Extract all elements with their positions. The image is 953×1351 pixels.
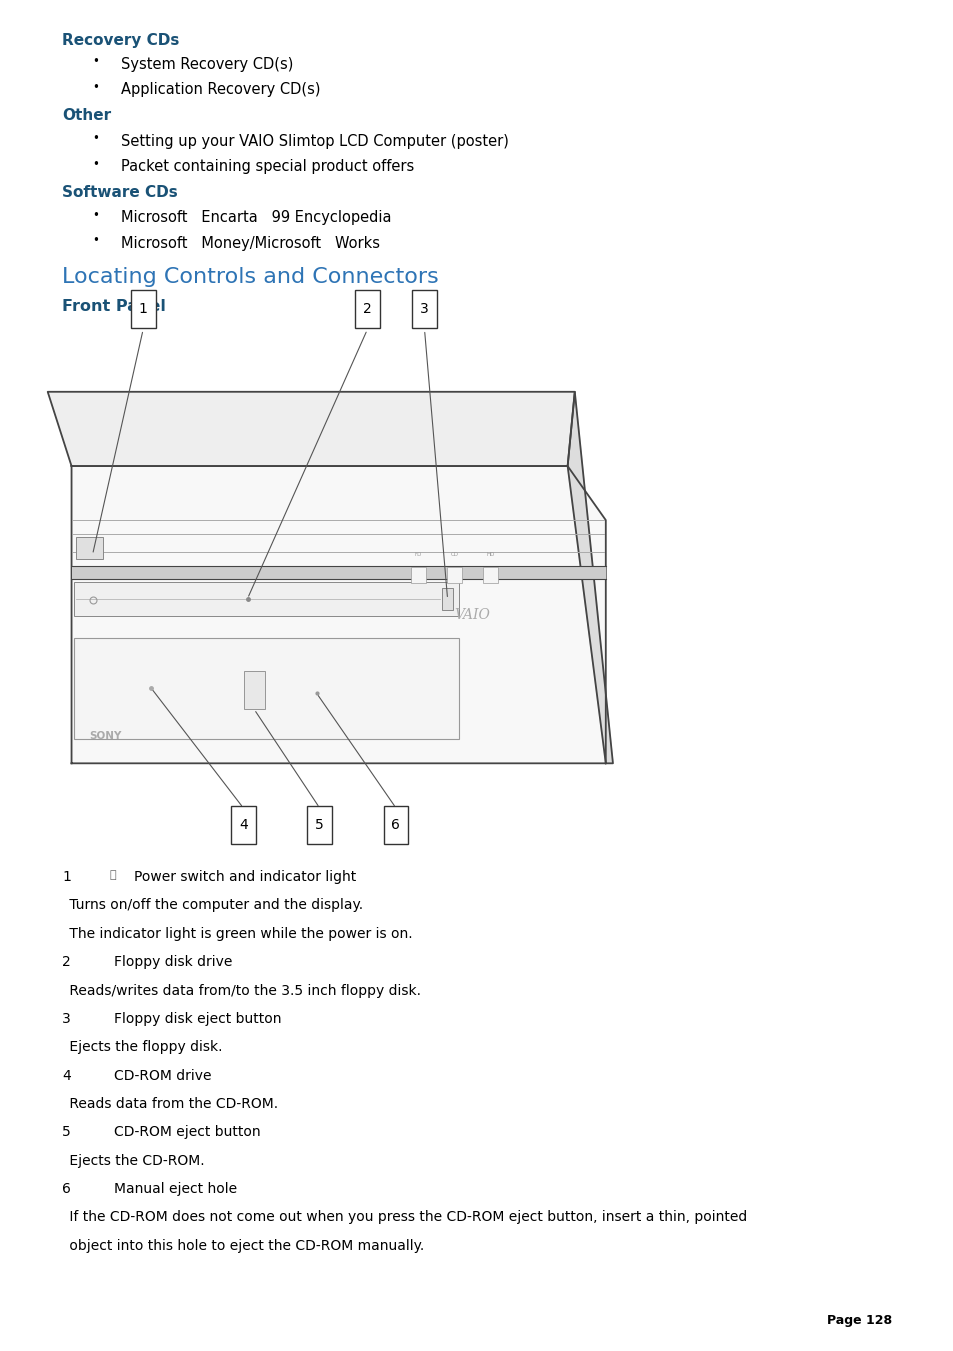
Text: 5: 5: [62, 1125, 71, 1139]
Text: Reads/writes data from/to the 3.5 inch floppy disk.: Reads/writes data from/to the 3.5 inch f…: [65, 984, 420, 997]
Text: •: •: [92, 132, 99, 146]
Bar: [74, 638, 458, 739]
Text: Turns on/off the computer and the display.: Turns on/off the computer and the displa…: [65, 898, 363, 912]
Bar: [71, 566, 605, 580]
Text: 1: 1: [138, 303, 148, 316]
Bar: [355, 289, 379, 328]
Text: Floppy disk drive: Floppy disk drive: [114, 955, 233, 969]
Text: 3: 3: [419, 303, 429, 316]
Bar: [76, 538, 103, 559]
Text: HD: HD: [486, 553, 495, 558]
Text: Recovery CDs: Recovery CDs: [62, 34, 179, 49]
Text: 4: 4: [238, 819, 248, 832]
Text: Other: Other: [62, 108, 111, 123]
Polygon shape: [71, 466, 605, 763]
Text: The indicator light is green while the power is on.: The indicator light is green while the p…: [65, 927, 412, 940]
Text: Floppy disk eject button: Floppy disk eject button: [114, 1012, 282, 1025]
Polygon shape: [567, 392, 612, 763]
Text: 2: 2: [62, 955, 71, 969]
Text: 3: 3: [62, 1012, 71, 1025]
Text: Manual eject hole: Manual eject hole: [114, 1182, 237, 1196]
Text: Power switch and indicator light: Power switch and indicator light: [133, 870, 355, 884]
Text: Ejects the floppy disk.: Ejects the floppy disk.: [65, 1040, 222, 1054]
Text: If the CD-ROM does not come out when you press the CD-ROM eject button, insert a: If the CD-ROM does not come out when you…: [65, 1210, 746, 1224]
Bar: [74, 582, 458, 616]
Bar: [383, 805, 408, 844]
Text: •: •: [92, 81, 99, 95]
Bar: [231, 805, 255, 844]
Text: 6: 6: [62, 1182, 71, 1196]
Bar: [307, 805, 332, 844]
Bar: [243, 671, 264, 709]
Bar: [410, 567, 425, 584]
Text: System Recovery CD(s): System Recovery CD(s): [121, 57, 294, 72]
Polygon shape: [48, 392, 574, 466]
Text: Microsoft   Encarta   99 Encyclopedia: Microsoft Encarta 99 Encyclopedia: [121, 211, 392, 226]
Text: 2: 2: [362, 303, 372, 316]
Text: ⏻: ⏻: [110, 870, 116, 880]
Text: •: •: [92, 55, 99, 69]
Text: Front Panel: Front Panel: [62, 299, 166, 313]
Text: Setting up your VAIO Slimtop LCD Computer (poster): Setting up your VAIO Slimtop LCD Compute…: [121, 134, 509, 149]
Bar: [131, 289, 155, 328]
Text: 4: 4: [62, 1069, 71, 1082]
Text: 1: 1: [62, 870, 71, 884]
Text: •: •: [92, 158, 99, 172]
Text: SONY: SONY: [89, 731, 121, 742]
Text: Page 128: Page 128: [826, 1313, 891, 1327]
Text: CD: CD: [450, 553, 458, 558]
Bar: [441, 589, 453, 611]
Text: CD-ROM drive: CD-ROM drive: [114, 1069, 212, 1082]
Text: Packet containing special product offers: Packet containing special product offers: [121, 159, 414, 174]
Text: CD-ROM eject button: CD-ROM eject button: [114, 1125, 261, 1139]
Text: Software CDs: Software CDs: [62, 185, 177, 200]
Text: •: •: [92, 208, 99, 222]
Bar: [412, 289, 436, 328]
Text: Ejects the CD-ROM.: Ejects the CD-ROM.: [65, 1154, 204, 1167]
Text: •: •: [92, 235, 99, 247]
Text: Locating Controls and Connectors: Locating Controls and Connectors: [62, 267, 438, 288]
Text: Reads data from the CD-ROM.: Reads data from the CD-ROM.: [65, 1097, 277, 1111]
Text: Application Recovery CD(s): Application Recovery CD(s): [121, 82, 320, 97]
Text: FD: FD: [415, 553, 421, 558]
Text: 5: 5: [314, 819, 324, 832]
Text: object into this hole to eject the CD-ROM manually.: object into this hole to eject the CD-RO…: [65, 1239, 424, 1252]
Bar: [482, 567, 497, 584]
Text: 6: 6: [391, 819, 400, 832]
Text: VAIO: VAIO: [454, 608, 490, 621]
Text: Microsoft   Money/Microsoft   Works: Microsoft Money/Microsoft Works: [121, 235, 379, 251]
Bar: [446, 567, 461, 584]
